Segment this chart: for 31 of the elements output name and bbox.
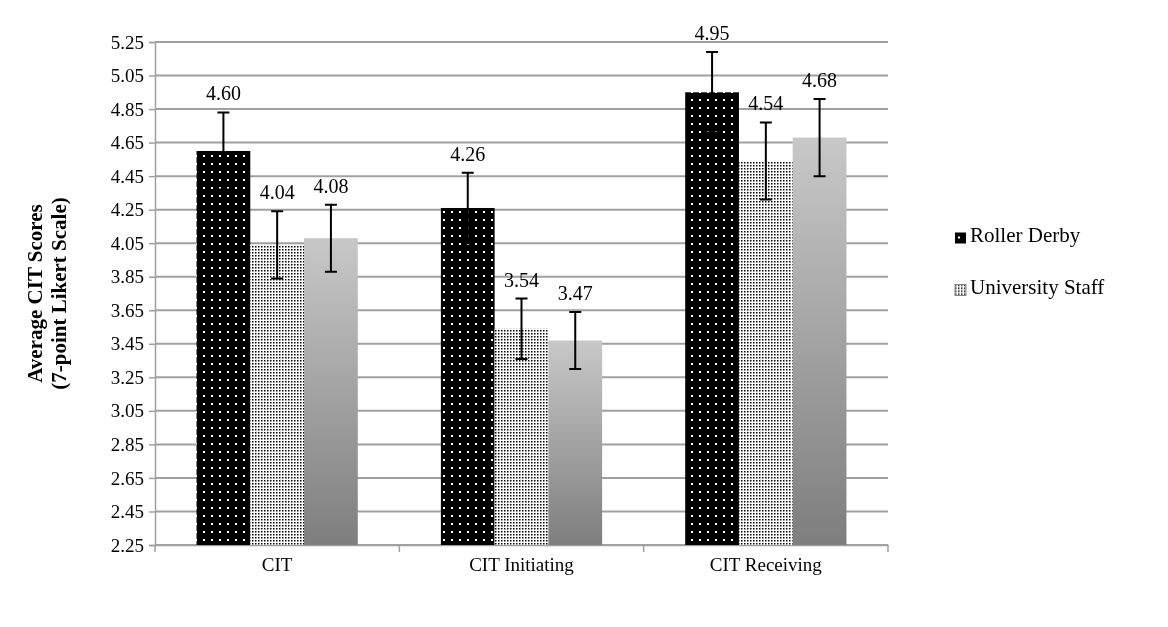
- y-tick-label: 2.65: [110, 467, 144, 489]
- data-label: 4.04: [259, 181, 295, 204]
- data-label: 4.54: [748, 92, 784, 115]
- y-tick-label: 3.85: [110, 266, 144, 288]
- data-label: 3.47: [557, 281, 593, 304]
- y-tick-label: 2.85: [110, 433, 144, 455]
- y-tick-label: 4.45: [110, 165, 144, 187]
- y-tick-label: 4.25: [110, 199, 144, 221]
- y-tick-label: 4.05: [110, 232, 144, 254]
- data-label: 4.60: [205, 82, 241, 105]
- data-label: 4.08: [313, 174, 349, 197]
- data-label: 4.68: [802, 69, 838, 92]
- data-label: 4.95: [694, 22, 730, 45]
- y-tick-label: 5.05: [110, 65, 144, 87]
- x-tick-label: CIT Receiving: [709, 553, 823, 575]
- data-label: 4.26: [450, 142, 486, 165]
- y-tick-label: 5.25: [110, 31, 144, 53]
- legend-label: Roller Derby: [970, 222, 1081, 247]
- y-tick-label: 3.65: [110, 299, 144, 321]
- data-label: 3.54: [504, 268, 539, 291]
- y-tick-label: 3.25: [110, 366, 144, 388]
- y-tick-label: 4.85: [110, 98, 144, 120]
- y-tick-label: 2.25: [110, 534, 144, 556]
- y-tick-label: 4.65: [110, 132, 144, 154]
- y-tick-label: 3.05: [110, 400, 144, 422]
- y-axis-title: Average CIT Scores (7-point Likert Scale): [23, 197, 72, 390]
- x-tick-label: CIT: [261, 553, 293, 575]
- legend-label: University Staff: [970, 274, 1105, 299]
- y-tick-label: 2.45: [110, 501, 144, 523]
- x-tick-label: CIT Initiating: [469, 553, 575, 575]
- y-tick-label: 3.45: [110, 333, 144, 355]
